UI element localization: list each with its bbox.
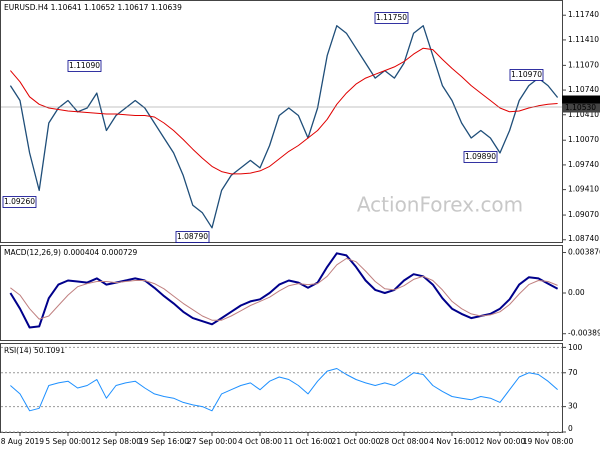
macd-panel-frame xyxy=(0,245,563,341)
y-tick-label: 1.11740 xyxy=(568,10,599,19)
x-tick-label: 21 Oct 00:00 xyxy=(332,437,381,446)
y-tick-label: 1.11070 xyxy=(568,60,599,69)
y-tick-label: 1.10740 xyxy=(568,85,599,94)
x-tick-label: 27 Sep 00:00 xyxy=(187,437,237,446)
y-tick-label: 0 xyxy=(568,424,573,433)
annotation-box xyxy=(2,196,37,208)
price-panel-frame xyxy=(0,0,563,243)
annotation: 1.09260 xyxy=(4,197,35,206)
x-tick-label: 5 Sep 00:00 xyxy=(45,437,91,446)
watermark: ActionForex.com xyxy=(357,193,523,217)
x-tick-label: 4 Nov 16:00 xyxy=(429,437,475,446)
y-tick-label: 70 xyxy=(568,368,578,377)
y-tick-label: 30 xyxy=(568,402,578,411)
y-tick-label: 1.10070 xyxy=(568,135,599,144)
annotation-box xyxy=(374,12,409,24)
series-line xyxy=(10,368,558,412)
x-tick-label: 19 Nov 08:00 xyxy=(523,437,574,446)
y-tick-label: 100 xyxy=(568,343,583,352)
annotation: 1.11090 xyxy=(69,61,100,70)
x-tick-label: 12 Nov 00:00 xyxy=(475,437,526,446)
y-tick-label: 1.09410 xyxy=(568,185,599,194)
annotation-box xyxy=(67,60,102,72)
annotation: 1.09890 xyxy=(465,152,496,161)
x-tick-label: 12 Sep 08:00 xyxy=(91,437,141,446)
y-tick-label: 1.08740 xyxy=(568,234,599,243)
panel-title: RSI(14) 50.1091 xyxy=(4,346,65,355)
annotation-box xyxy=(463,151,498,163)
annotation-box xyxy=(509,69,544,81)
price-tag: 1.10530 xyxy=(565,103,596,112)
y-tick-label: 0.00 xyxy=(568,288,585,297)
price-tag-box xyxy=(562,95,600,105)
annotation: 1.10970 xyxy=(511,70,542,79)
y-tick-label: -0.003899 xyxy=(568,329,600,338)
series-line xyxy=(9,252,559,329)
x-tick-label: 19 Sep 16:00 xyxy=(139,437,189,446)
y-tick-label: 1.10410 xyxy=(568,110,599,119)
series-line xyxy=(10,47,558,175)
series-line xyxy=(9,25,559,229)
y-tick-label: 1.09070 xyxy=(568,210,599,219)
annotation: 1.08790 xyxy=(177,232,208,241)
rsi-panel-frame xyxy=(0,343,563,433)
y-tick-label: 1.11410 xyxy=(568,35,599,44)
series-line xyxy=(10,258,558,321)
panel-title: MACD(12,26,9) 0.000404 0.000729 xyxy=(4,248,138,257)
x-tick-label: 28 Aug 2019 xyxy=(0,437,44,446)
y-tick-label: 1.09740 xyxy=(568,160,599,169)
panel-title: EURUSD.H4 1.10641 1.10652 1.10617 1.1063… xyxy=(4,3,182,12)
x-tick-label: 11 Oct 16:00 xyxy=(284,437,333,446)
annotation-box xyxy=(175,231,210,243)
price-tag: 1.10639 xyxy=(565,95,596,104)
x-tick-label: 28 Oct 08:00 xyxy=(380,437,429,446)
y-tick-label: 0.003876 xyxy=(568,248,600,257)
x-tick-label: 4 Oct 08:00 xyxy=(238,437,282,446)
price-tag-box xyxy=(562,103,600,113)
annotation: 1.11750 xyxy=(376,13,407,22)
